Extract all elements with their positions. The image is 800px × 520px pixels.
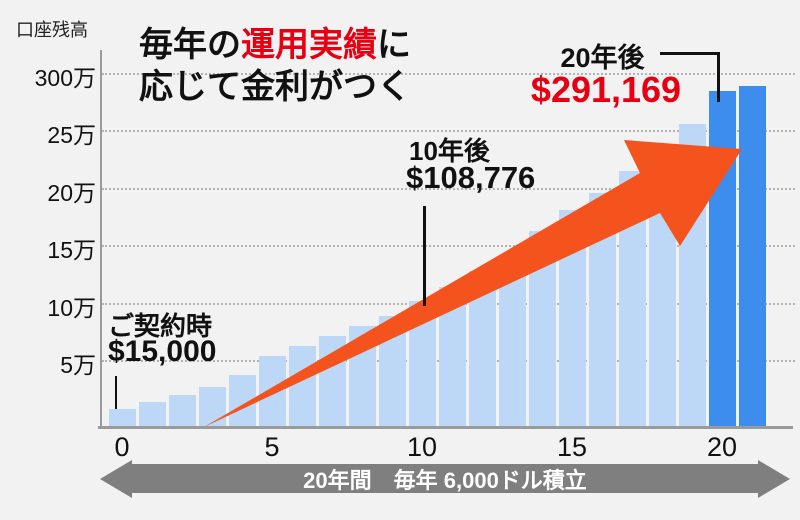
annotation-contract-label: ご契約時 [108,311,213,341]
annotation-10yr-value: $108,776 [406,160,536,195]
deposit-period-banner: 20年間 毎年 6,000ドル積立 [100,459,790,498]
banner-body: 20年間 毎年 6,000ドル積立 [132,464,758,493]
bar-year-4 [228,375,256,426]
x-tick-label-15: 15 [556,432,588,462]
title-highlight: 運用実績 [241,26,377,64]
y-axis-line [100,50,102,429]
annotation-20yr-value: $291,169 [530,69,682,110]
bar-year-0 [108,408,136,426]
bar-year-12 [468,270,496,426]
bar-year-13 [498,254,526,426]
bar-year-9 [378,315,406,426]
title-suffix: に [377,26,411,64]
bar-year-7 [318,336,346,426]
x-tick-label-10: 10 [406,432,438,462]
y-tick-label-15万: 15万 [47,237,96,263]
x-tick-label-0: 0 [114,432,130,462]
bar-year-6 [288,345,316,426]
bar-year-15 [558,209,586,426]
banner-left-arrowhead-icon [100,459,132,498]
annotation-20yr-connector-v [717,52,720,102]
bar-year-8 [348,325,376,426]
gridline-300万 [102,72,795,75]
bar-year-18 [648,147,676,426]
bar-year-5 [258,355,286,426]
bar-year-16 [588,192,616,426]
banner-right-arrowhead-icon [758,459,790,498]
y-tick-label-20万: 20万 [47,179,96,206]
y-axis-title: 口座残高 [16,20,88,40]
x-axis-line [98,426,793,429]
gridline-25万 [102,130,795,132]
bar-year-10 [408,300,436,426]
annotation-10yr-label: 10年後 [409,136,490,166]
bar-year-21 [738,85,766,426]
chart-title: 毎年の運用実績に 応じて金利がつく [118,24,432,108]
banner-text: 20年間 毎年 6,000ドル積立 [303,467,587,493]
annotation-contract-connector [115,376,117,409]
bar-year-2 [168,394,196,426]
bar-year-17 [618,170,646,426]
bar-year-14 [528,230,556,426]
bar-year-11 [438,286,466,426]
annotation-20yr-label: 20年後 [560,43,645,73]
title-prefix: 毎年の [139,26,241,64]
title-line1: 毎年の運用実績に [139,26,411,64]
title-line2: 応じて金利がつく [139,68,411,106]
bar-year-3 [198,386,226,426]
x-tick-label-20: 20 [706,432,738,462]
y-tick-label-5万: 5万 [60,352,96,378]
annotation-20yr-connector-h [660,52,720,55]
annotation-contract-value: $15,000 [108,335,217,368]
annotation-10yr-connector [423,206,426,306]
bar-year-19 [678,123,706,426]
y-tick-label-10万: 10万 [47,294,96,321]
bar-year-1 [138,401,166,426]
y-tick-label-25万: 25万 [47,122,96,148]
bar-year-20 [708,91,736,426]
x-tick-label-5: 5 [264,432,280,462]
y-tick-label-300万: 300万 [34,64,96,91]
